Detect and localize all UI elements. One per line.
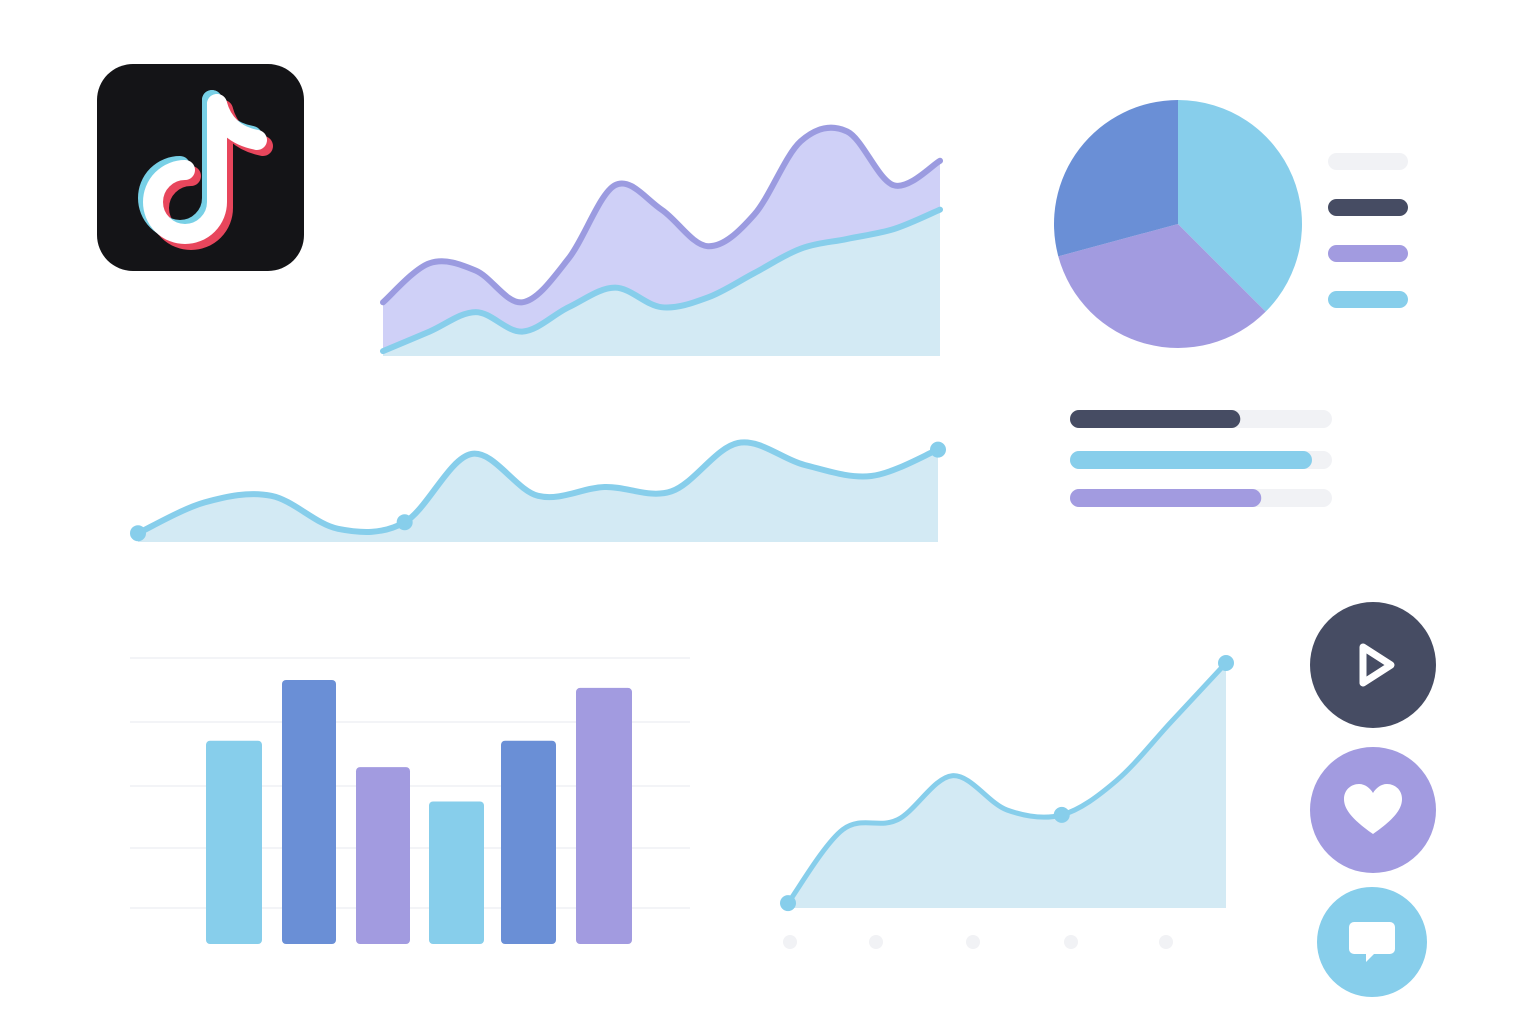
bar-5 — [501, 740, 556, 944]
hbar-fill-1 — [1070, 410, 1241, 428]
horizontal-bar-chart — [1070, 410, 1332, 507]
comment-button[interactable] — [1317, 887, 1427, 997]
bar-chart — [206, 680, 632, 944]
play-button[interactable] — [1310, 602, 1436, 728]
growth-tick-dot-4 — [1064, 935, 1078, 949]
bar-4 — [429, 801, 484, 944]
pie-legend-swatch-2 — [1328, 199, 1408, 216]
pie-legend-swatch-1 — [1328, 153, 1408, 170]
wave-point-1 — [130, 525, 146, 542]
growth-area-fill — [788, 663, 1226, 908]
bar-3 — [356, 767, 410, 944]
play-icon — [1359, 643, 1395, 687]
wave-line-chart — [130, 439, 946, 542]
pie-legend-swatch-4 — [1328, 291, 1408, 308]
wave-series-line — [135, 439, 941, 537]
pie-legend-swatch-3 — [1328, 245, 1408, 262]
pie-legend — [1328, 153, 1408, 308]
wave-point-3 — [930, 441, 946, 458]
app-logo — [97, 64, 304, 271]
like-button[interactable] — [1310, 747, 1436, 873]
wave-area-fill — [138, 442, 938, 542]
growth-series-line — [785, 660, 1229, 906]
area-series-line-2 — [380, 206, 943, 355]
hbar-fill-2 — [1070, 451, 1312, 469]
pie-slice-1 — [1178, 100, 1302, 312]
growth-point-1 — [780, 895, 796, 912]
tiktok-logo-icon — [138, 90, 273, 250]
area-series-line-1 — [380, 124, 943, 306]
growth-tick-dot-2 — [869, 935, 883, 949]
growth-tick-dot-3 — [966, 935, 980, 949]
hbar-fill-3 — [1070, 489, 1262, 507]
pie-slice-3 — [1054, 100, 1178, 257]
bar-2 — [282, 680, 336, 944]
bar-1 — [206, 740, 262, 944]
growth-point-2 — [1053, 806, 1070, 823]
wave-point-2 — [396, 514, 413, 531]
growth-line-chart — [780, 655, 1234, 949]
area-chart — [380, 124, 943, 356]
pie-chart — [1054, 100, 1302, 348]
comment-icon — [1349, 922, 1395, 962]
growth-point-3 — [1218, 655, 1234, 671]
area-fill-2 — [383, 209, 940, 356]
heart-icon — [1344, 784, 1402, 834]
bar-6 — [576, 687, 632, 944]
growth-tick-dot-1 — [783, 935, 797, 949]
growth-tick-dot-5 — [1159, 935, 1173, 949]
pie-slice-2 — [1058, 224, 1266, 348]
